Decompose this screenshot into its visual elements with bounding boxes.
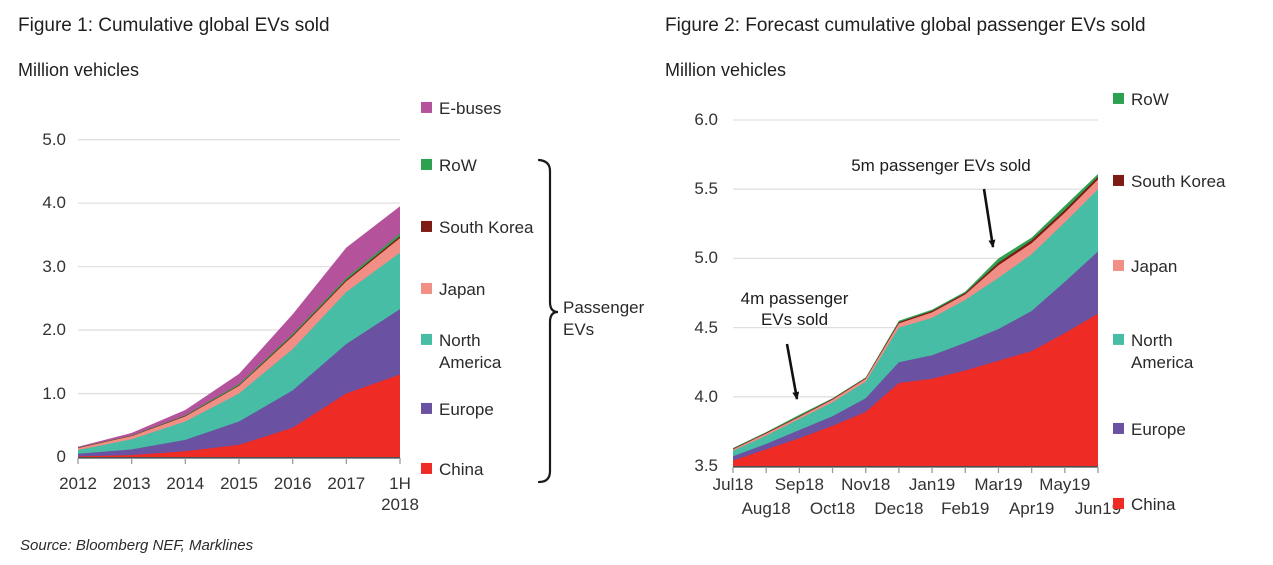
passenger-evs-bracket xyxy=(537,158,559,484)
figure2-legend-item-row: RoW xyxy=(1113,89,1169,111)
north-america-legend-label: North America xyxy=(439,330,502,372)
figure1-y-tick-label: 0 xyxy=(56,447,66,466)
annotation-5m-passenger-evs: 5m passenger EVs sold xyxy=(851,156,1031,175)
figure2-x-tick-label: Apr19 xyxy=(1008,499,1055,518)
north-america-legend-label: North America xyxy=(1131,330,1194,372)
figure2-legend-item-south-korea: South Korea xyxy=(1113,171,1226,193)
japan-legend-swatch xyxy=(421,282,432,294)
figure2-x-tick-label: May19 xyxy=(1039,475,1091,494)
figure1-x-tick-label: 2014 xyxy=(166,474,205,493)
figure1-y-tick-label: 5.0 xyxy=(42,129,66,149)
europe-legend-label: Europe xyxy=(439,399,494,419)
figure2-plot xyxy=(732,119,1099,473)
china-legend-label: China xyxy=(439,459,484,479)
figure1-x-tick-label: 2015 xyxy=(220,474,258,493)
figure1-legend-item-south-korea: South Korea xyxy=(421,217,534,239)
figure2-x-tick-label: Feb19 xyxy=(941,499,990,518)
south-korea-legend-swatch xyxy=(421,220,432,232)
figure2-annotation-arrow-0 xyxy=(982,188,996,248)
japan-legend-swatch xyxy=(1113,259,1124,271)
figure2-legend-item-japan: Japan xyxy=(1113,256,1177,278)
europe-legend-swatch xyxy=(1113,422,1124,434)
figure1-legend-item-row: RoW xyxy=(421,155,477,177)
figure1-y-tick-label: 3.0 xyxy=(42,256,66,276)
annotation-4m-passenger-evs: 4m passenger EVs sold xyxy=(740,289,849,330)
figure1-area-china xyxy=(78,374,400,457)
figure1-x-tick-label: 2016 xyxy=(273,474,312,493)
figure1-title: Figure 1: Cumulative global EVs sold xyxy=(18,15,330,36)
figure1-legend-item-e-buses: E-buses xyxy=(421,98,501,120)
figure2-y-tick-label: 5.0 xyxy=(694,248,718,268)
figure2-x-tick-label: Dec18 xyxy=(874,499,924,518)
figure2-annotation-arrow-1 xyxy=(785,343,800,400)
row-legend-label: RoW xyxy=(1131,89,1169,109)
japan-legend-label: Japan xyxy=(1131,256,1178,276)
row-legend-label: RoW xyxy=(439,155,477,175)
figure2-y-tick-label: 6.0 xyxy=(694,110,718,129)
passenger-evs-bracket-label: Passenger EVs xyxy=(563,298,645,340)
china-legend-label: China xyxy=(1131,494,1176,514)
figure2-title: Figure 2: Forecast cumulative global pas… xyxy=(665,15,1146,36)
south-korea-legend-label: South Korea xyxy=(439,217,534,237)
figure1-x-tick-label: 2017 xyxy=(327,474,366,493)
figure2-legend-item-europe: Europe xyxy=(1113,419,1186,441)
figure1-legend-item-north-america: North America xyxy=(421,330,535,374)
europe-legend-swatch xyxy=(421,402,432,414)
figure1-x-tick-label: 1H 2018 xyxy=(381,474,419,515)
figure2-x-tick-label: Nov18 xyxy=(841,475,891,494)
source-note: Source: Bloomberg NEF, Marklines xyxy=(20,537,254,554)
figure1-legend-item-europe: Europe xyxy=(421,399,494,421)
row-legend-swatch xyxy=(421,158,432,170)
figure1-legend-item-china: China xyxy=(421,459,483,481)
figure2-y-tick-label: 4.5 xyxy=(694,317,718,337)
figure2-x-tick-label: Sep18 xyxy=(774,475,824,494)
row-legend-swatch xyxy=(1113,92,1124,104)
figure2-legend-item-north-america: North America xyxy=(1113,330,1227,374)
figure1-x-tick-label: 2013 xyxy=(112,474,151,493)
figure1-plot xyxy=(77,139,401,464)
figure2-legend-item-china: China xyxy=(1113,494,1175,516)
figure1-y-tick-label: 2.0 xyxy=(42,320,66,340)
figure2-x-tick-label: Oct18 xyxy=(809,499,856,518)
figure2-y-tick-label: 5.5 xyxy=(694,179,718,199)
figure2-unit-label: Million vehicles xyxy=(665,60,787,80)
figure2-x-tick-label: Jul18 xyxy=(712,475,754,494)
figure1-legend-item-japan: Japan xyxy=(421,279,485,301)
south-korea-legend-label: South Korea xyxy=(1131,171,1226,191)
figure1-y-tick-label: 1.0 xyxy=(42,383,66,403)
europe-legend-label: Europe xyxy=(1131,419,1186,439)
figure2-x-tick-label: Jan19 xyxy=(908,475,956,494)
figure2-x-tick-label: Aug18 xyxy=(741,499,791,518)
china-legend-swatch xyxy=(1113,497,1124,509)
china-legend-swatch xyxy=(421,462,432,474)
north-america-legend-swatch xyxy=(1113,333,1124,345)
e-buses-legend-swatch xyxy=(421,101,432,113)
figure1-y-tick-label: 4.0 xyxy=(42,193,66,213)
figure2-y-tick-label: 4.0 xyxy=(694,386,718,406)
north-america-legend-swatch xyxy=(421,333,432,345)
figure1-unit-label: Million vehicles xyxy=(18,60,140,80)
figure2-x-tick-label: Jun19 xyxy=(1074,499,1122,518)
japan-legend-label: Japan xyxy=(439,279,486,299)
e-buses-legend-label: E-buses xyxy=(439,98,502,118)
figure2-x-tick-label: Mar19 xyxy=(974,475,1023,494)
figure1-x-tick-label: 2012 xyxy=(59,474,97,493)
figure2-y-tick-label: 3.5 xyxy=(694,456,718,475)
figure2-area-china xyxy=(733,313,1098,466)
south-korea-legend-swatch xyxy=(1113,174,1124,186)
